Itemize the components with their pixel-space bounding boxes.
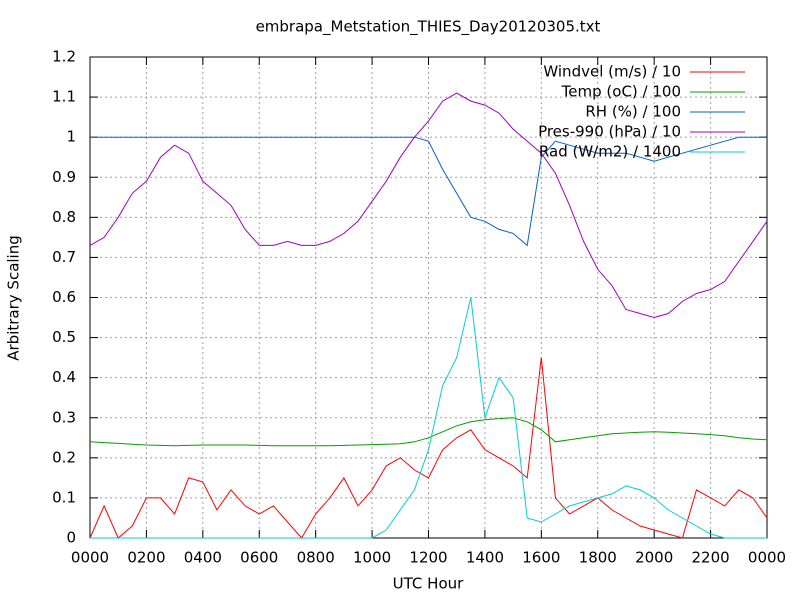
x-tick-label: 2200: [691, 549, 729, 567]
x-tick-label: 0000: [748, 549, 786, 567]
y-tick-label: 0: [66, 529, 76, 547]
x-tick-label: 1200: [409, 549, 447, 567]
legend-label: Temp (oC) / 100: [561, 83, 681, 101]
y-tick-label: 1: [66, 128, 76, 146]
legend-label: Rad (W/m2) / 1400: [539, 143, 681, 161]
y-tick-label: 0.9: [52, 168, 76, 186]
legend-label: RH (%) / 100: [585, 103, 681, 121]
y-tick-label: 0.5: [52, 328, 76, 346]
y-tick-label: 0.2: [52, 448, 76, 466]
x-tick-label: 0800: [297, 549, 335, 567]
y-tick-label: 0.4: [52, 368, 76, 386]
x-tick-label: 1600: [522, 549, 560, 567]
x-tick-label: 1000: [353, 549, 391, 567]
y-tick-label: 0.7: [52, 248, 76, 266]
x-tick-label: 0000: [71, 549, 109, 567]
series-line: [89, 417, 768, 447]
y-tick-label: 0.8: [52, 208, 76, 226]
series-line: [89, 92, 768, 319]
x-tick-label: 2000: [635, 549, 673, 567]
y-tick-label: 0.3: [52, 408, 76, 426]
y-tick-label: 0.1: [52, 488, 76, 506]
y-tick-label: 1.1: [52, 88, 76, 106]
legend-label: Windvel (m/s) / 10: [543, 63, 681, 81]
legend-label: Pres-990 (hPa) / 10: [538, 123, 681, 141]
chart-title: embrapa_Metstation_THIES_Day20120305.txt: [256, 18, 601, 37]
series-line: [89, 357, 768, 539]
series-line: [90, 297, 767, 539]
y-axis-label: Arbitrary Scaling: [5, 235, 23, 361]
plot-frame: [89, 56, 768, 539]
series-line: [90, 136, 767, 247]
x-tick-label: 0600: [240, 549, 278, 567]
x-tick-label: 0200: [127, 549, 165, 567]
x-tick-label: 1800: [579, 549, 617, 567]
x-tick-label: 0400: [184, 549, 222, 567]
y-tick-label: 0.6: [52, 288, 76, 306]
y-tick-label: 1.2: [52, 48, 76, 66]
x-tick-label: 1400: [466, 549, 504, 567]
x-axis-label: UTC Hour: [393, 575, 464, 593]
